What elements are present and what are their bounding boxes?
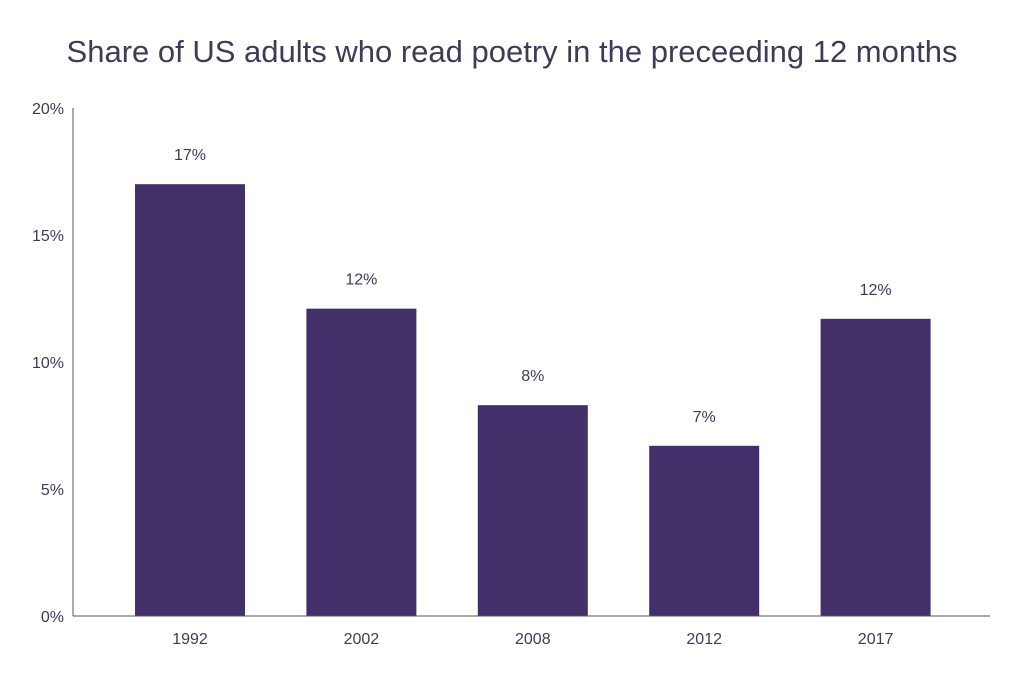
y-tick-label: 20% [32, 101, 64, 118]
data-label-2012: 7% [693, 409, 716, 426]
chart-title: Share of US adults who read poetry in th… [66, 34, 958, 69]
x-tick-label: 1992 [172, 631, 208, 648]
y-tick-label: 15% [32, 228, 64, 245]
data-label-1992: 17% [174, 147, 206, 164]
bar-2017 [820, 318, 931, 616]
y-tick-label: 10% [32, 355, 64, 372]
y-tick-label: 0% [41, 609, 64, 626]
x-tick-label: 2002 [344, 631, 380, 648]
bar-2008 [477, 405, 588, 616]
x-tick-label: 2017 [858, 631, 894, 648]
x-tick-label: 2008 [515, 631, 551, 648]
x-axis-ticks: 1992 2002 2008 2012 2017 [172, 631, 893, 648]
bars-group [135, 184, 931, 616]
data-labels-group: 17% 12% 8% 7% 12% [174, 147, 892, 426]
y-tick-label: 5% [41, 482, 64, 499]
y-axis-ticks: 0% 5% 10% 15% 20% [32, 101, 64, 626]
data-label-2008: 8% [521, 368, 544, 385]
bar-2012 [649, 445, 760, 616]
bar-1992 [135, 184, 245, 616]
data-label-2002: 12% [345, 272, 377, 289]
data-label-2017: 12% [860, 282, 892, 299]
x-tick-label: 2012 [686, 631, 722, 648]
bar-2002 [306, 308, 417, 616]
